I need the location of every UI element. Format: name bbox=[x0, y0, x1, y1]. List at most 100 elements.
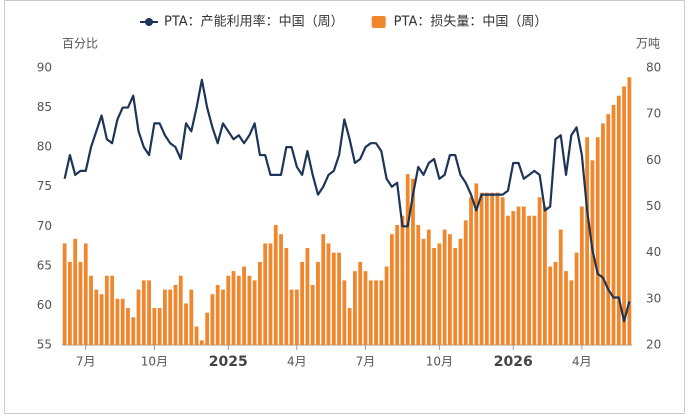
x-tick-label: 2025 bbox=[209, 354, 248, 370]
bar bbox=[448, 234, 452, 345]
y2-tick-label: 30 bbox=[646, 291, 661, 305]
bar bbox=[353, 271, 357, 345]
bar bbox=[263, 243, 268, 345]
bar bbox=[242, 266, 246, 345]
bar bbox=[374, 280, 378, 345]
y2-tick-label: 60 bbox=[646, 153, 661, 167]
bar bbox=[442, 229, 447, 345]
bar bbox=[78, 261, 83, 345]
bar bbox=[178, 275, 183, 345]
bar bbox=[73, 238, 78, 345]
x-tick-label: 7月 bbox=[76, 355, 96, 369]
bar bbox=[342, 280, 347, 345]
bar bbox=[527, 215, 531, 345]
bar bbox=[247, 275, 252, 345]
bar bbox=[147, 280, 151, 345]
y-tick-label: 75 bbox=[37, 179, 52, 193]
bar bbox=[99, 294, 104, 345]
bar bbox=[252, 280, 257, 345]
bar bbox=[131, 317, 136, 345]
legend-swatch bbox=[145, 18, 153, 26]
y-axis-label: 百分比 bbox=[62, 37, 98, 51]
bar bbox=[400, 215, 405, 345]
y-tick-label: 55 bbox=[37, 338, 52, 352]
bar bbox=[606, 114, 611, 346]
bar bbox=[215, 284, 220, 345]
bar bbox=[236, 275, 241, 345]
x-tick-label: 10月 bbox=[141, 355, 168, 369]
bar bbox=[258, 261, 262, 345]
bar bbox=[511, 211, 516, 345]
bar bbox=[474, 183, 479, 345]
bar bbox=[548, 266, 553, 345]
bar bbox=[553, 261, 558, 345]
bar bbox=[569, 280, 574, 345]
bar bbox=[226, 275, 231, 345]
bar bbox=[268, 243, 273, 345]
bar bbox=[463, 220, 468, 345]
bar bbox=[479, 192, 484, 345]
y2-axis-label: 万吨 bbox=[636, 37, 660, 51]
bar bbox=[199, 340, 204, 345]
y2-tick-label: 50 bbox=[646, 199, 661, 213]
bar bbox=[611, 104, 616, 345]
frame bbox=[4, 0, 685, 414]
bar bbox=[136, 289, 141, 345]
bar bbox=[395, 224, 400, 345]
legend-label: PTA：产能利用率：中国（周） bbox=[164, 14, 344, 30]
bar bbox=[490, 192, 495, 345]
bar bbox=[152, 308, 157, 345]
bar bbox=[579, 206, 584, 345]
bar bbox=[189, 289, 194, 345]
bar bbox=[104, 275, 109, 345]
bar bbox=[564, 271, 568, 345]
y-tick-label: 60 bbox=[37, 298, 52, 312]
y-tick-label: 65 bbox=[37, 258, 52, 272]
x-tick-label: 10月 bbox=[426, 355, 453, 369]
legend-label: PTA：损失量：中国（周） bbox=[394, 15, 548, 30]
bar bbox=[184, 303, 188, 345]
bar bbox=[141, 280, 146, 345]
bar bbox=[115, 298, 120, 345]
bar bbox=[601, 123, 605, 346]
bar bbox=[521, 206, 526, 345]
bar bbox=[321, 234, 326, 345]
y-tick-label: 70 bbox=[37, 219, 52, 233]
y-tick-label: 90 bbox=[37, 61, 52, 75]
bar bbox=[173, 284, 178, 345]
x-tick-label: 4月 bbox=[287, 355, 307, 369]
bar bbox=[484, 192, 489, 345]
bar bbox=[284, 248, 289, 345]
legend-swatch bbox=[371, 16, 386, 28]
bar bbox=[94, 289, 99, 345]
bar bbox=[168, 289, 173, 345]
bar bbox=[616, 95, 621, 345]
bar bbox=[157, 308, 162, 345]
line bbox=[63, 78, 631, 323]
bar bbox=[294, 289, 299, 345]
bar bbox=[458, 238, 463, 345]
bar bbox=[110, 275, 115, 345]
bar bbox=[331, 252, 336, 345]
bar bbox=[231, 271, 236, 345]
y2-tick-label: 20 bbox=[646, 338, 661, 352]
bar bbox=[194, 326, 199, 345]
bar bbox=[126, 308, 130, 345]
bar bbox=[469, 197, 473, 345]
x-tick-label: 7月 bbox=[356, 355, 376, 369]
bar bbox=[437, 243, 442, 345]
x-tick-label: 4月 bbox=[572, 355, 592, 369]
bar bbox=[83, 243, 88, 345]
bar bbox=[585, 137, 590, 345]
y-tick-label: 85 bbox=[37, 100, 52, 114]
x-tick-label: 2026 bbox=[494, 354, 533, 370]
bar bbox=[506, 215, 510, 345]
bar bbox=[316, 261, 320, 345]
bar bbox=[163, 289, 167, 345]
y2-tick-label: 40 bbox=[646, 245, 661, 259]
bar bbox=[347, 308, 352, 345]
bar bbox=[273, 224, 278, 345]
bar bbox=[389, 234, 394, 345]
bar bbox=[453, 248, 458, 345]
